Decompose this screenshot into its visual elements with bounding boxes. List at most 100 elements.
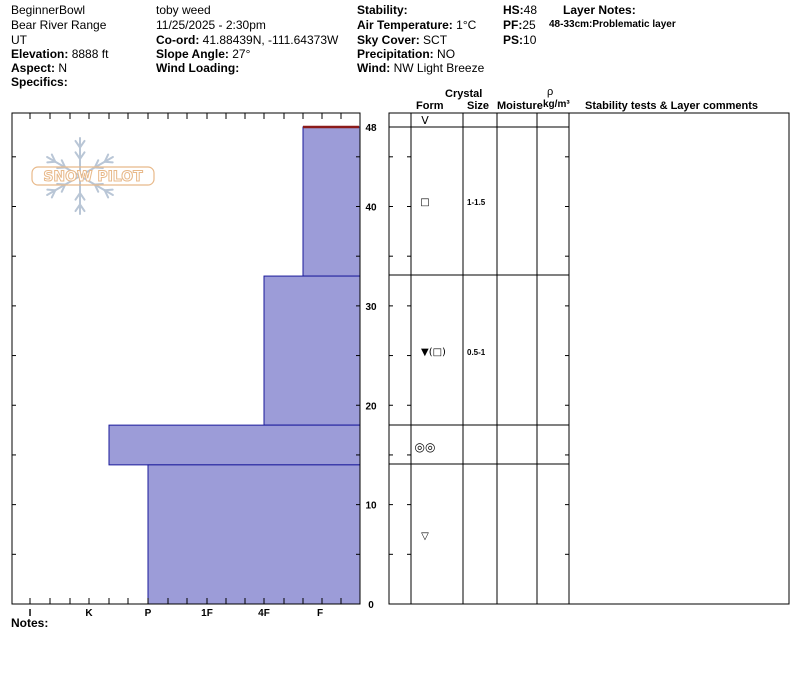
moisture-header: Moisture (497, 100, 543, 112)
aspect: Aspect: N (11, 61, 67, 75)
hardness-layer-bar (108, 424, 361, 466)
depth-axis: 0 10 20 30 40 48 (365, 123, 377, 611)
size-header: Size (467, 100, 490, 112)
pf-label: PF: (503, 18, 523, 32)
ps-value: 10 (523, 33, 537, 47)
depth-tick-label: 30 (365, 302, 377, 313)
snowflake-branch (74, 139, 81, 149)
air-temp-value: 1°C (456, 18, 477, 32)
snowflake-branch (79, 192, 86, 201)
snowflake-branch (74, 203, 81, 213)
snowflake-branch (74, 192, 81, 201)
snowflake-branch (103, 188, 114, 192)
ps-label: PS: (503, 33, 524, 47)
snowflake-branch (74, 151, 81, 160)
sky-label: Sky Cover: (357, 33, 420, 47)
air-temp-label: Air Temperature: (357, 18, 453, 32)
hs-label: HS: (503, 3, 524, 17)
layer-table-entries: V □ 1-1.5 ▼(□) 0.5-1 ◎◎ ▽ (415, 114, 486, 542)
hardness-plot-ticks (12, 113, 360, 605)
snowflake-branch (103, 153, 110, 163)
slope-angle: Slope Angle: 27° (156, 47, 250, 61)
foot-penetration: PF:25 (503, 18, 536, 32)
logo-text: SNOW PILOT (43, 169, 143, 185)
grain-form-symbol: ▽ (421, 531, 429, 542)
precip-value: NO (437, 47, 456, 61)
pf-value: 25 (522, 18, 536, 32)
wind-value: NW Light Breeze (393, 61, 485, 75)
hardness-tick-label: I (29, 608, 32, 619)
hardness-tick-label: 4F (258, 608, 270, 619)
stability-tests-header: Stability tests & Layer comments (585, 100, 759, 112)
layer-table (388, 112, 790, 605)
density-unit-header: kg/m³ (543, 99, 570, 110)
coord-label: Co-ord: (156, 33, 200, 47)
hardness-axis: I K P 1F 4F F (29, 608, 323, 619)
elevation-label: Elevation: (11, 47, 69, 61)
surface-symbol: V (421, 114, 429, 127)
hardness-layer-bar (302, 126, 361, 277)
aspect-label: Aspect: (11, 61, 56, 75)
snowpilot-logo: SNOW PILOT (31, 137, 155, 215)
snowflake-branch (79, 203, 86, 213)
form-header: Form (416, 100, 444, 112)
sky-cover: Sky Cover: SCT (357, 33, 447, 47)
wind: Wind: NW Light Breeze (357, 61, 484, 75)
rho-header: ρ (547, 86, 554, 98)
mountain-range: Bear River Range (11, 18, 107, 32)
snowflake-branch (50, 189, 57, 199)
grain-size-value: 0.5-1 (467, 348, 486, 357)
aspect-value: N (58, 61, 68, 75)
precipitation: Precipitation: NO (357, 47, 455, 61)
sky-value: SCT (423, 33, 448, 47)
depth-tick-label: 20 (365, 401, 377, 412)
location-name: BeginnerBowl (11, 3, 86, 17)
depth-tick-label: 10 (365, 501, 377, 512)
coord-value: 41.88439N, -111.64373W (202, 33, 339, 47)
hardness-tick-label: F (317, 608, 323, 619)
snowflake-branch (93, 159, 100, 169)
snowflake-branch (79, 139, 86, 149)
coordinates: Co-ord: 41.88439N, -111.64373W (156, 33, 338, 47)
wind-label: Wind: (357, 61, 391, 75)
layer-table-frame (388, 112, 790, 605)
snowflake-branch (79, 151, 86, 160)
depth-tick-label: 0 (368, 600, 374, 611)
snowflake-branch (46, 160, 57, 164)
hardness-tick-label: 1F (201, 608, 213, 619)
air-temperature: Air Temperature: 1°C (357, 18, 476, 32)
notes-label: Notes: (11, 616, 49, 630)
snowflake-branch (103, 189, 110, 199)
wind-loading-label: Wind Loading: (156, 61, 240, 75)
elevation-value: 8888 ft (71, 47, 109, 61)
snowflake-branch (60, 183, 67, 193)
slope-value: 27° (232, 47, 251, 61)
layer-note-text: 48-33cm:Problematic layer (549, 19, 676, 30)
hardness-layer-bar (263, 275, 361, 426)
grain-form-symbol: ▼(□) (421, 347, 446, 358)
elevation: Elevation: 8888 ft (11, 47, 108, 61)
precip-label: Precipitation: (357, 47, 434, 61)
hardness-plot-frame (11, 112, 361, 605)
layer-note: 48-33cm:Problematic layer (549, 18, 676, 32)
grain-form-symbol: □ (420, 197, 429, 208)
snowflake-branch (93, 183, 100, 193)
hardness-layer-bar (147, 464, 361, 605)
date-time: 11/25/2025 - 2:30pm (156, 18, 266, 32)
snowflake-branch (103, 160, 114, 164)
hs-value: 48 (523, 3, 538, 17)
snowflake-branch (60, 159, 67, 169)
hardness-tick-label: P (145, 608, 152, 619)
hardness-tick-label: K (85, 608, 93, 619)
logo-frame (31, 166, 155, 186)
depth-tick-label: 40 (365, 203, 377, 214)
grain-size-value: 1-1.5 (467, 198, 486, 207)
crystal-header: Crystal (445, 88, 483, 100)
grain-form-symbol: ◎◎ (415, 440, 436, 454)
observer: toby weed (156, 3, 211, 17)
slope-label: Slope Angle: (156, 47, 229, 61)
specifics-label: Specifics: (11, 75, 68, 89)
snowflake-branch (50, 153, 57, 163)
layer-notes-label: Layer Notes: (563, 3, 636, 17)
